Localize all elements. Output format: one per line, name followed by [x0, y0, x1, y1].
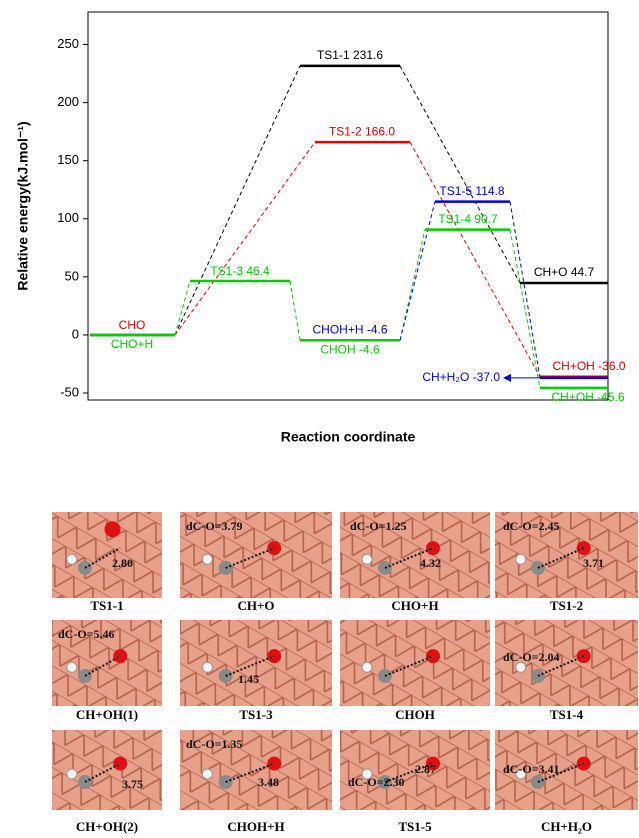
panel-caption: CHO+H: [391, 598, 438, 613]
atom-h: [202, 769, 212, 779]
panel-caption: TS1-4: [550, 707, 584, 722]
level-label: TS1-3 46.4: [210, 264, 270, 278]
y-tick-label: 200: [57, 94, 79, 109]
connector: [510, 230, 540, 388]
x-axis-title: Reaction coordinate: [281, 429, 416, 445]
distance-label: dC-O=3.41: [503, 762, 560, 776]
atom-h: [67, 554, 77, 564]
level-label: TS1-5 114.8: [439, 184, 504, 198]
distance-label: 3.75: [122, 777, 143, 791]
connector: [400, 66, 520, 283]
panel-caption: TS1-2: [550, 598, 583, 613]
panel-caption: CHOH: [395, 707, 435, 722]
distance-label: dC-O=2.30: [348, 775, 405, 789]
y-tick-label: 100: [57, 210, 79, 225]
distance-label: 2.80: [112, 556, 133, 570]
level-label: CHO: [119, 318, 146, 332]
level-label: TS1-1 231.6: [317, 48, 383, 62]
distance-label: dC-O=1.25: [350, 519, 407, 533]
atom-h: [202, 662, 212, 672]
y-tick-label: 0: [72, 326, 79, 341]
atom-h: [67, 769, 77, 779]
atom-h: [516, 662, 526, 672]
panel-caption: TS1-3: [239, 707, 273, 722]
atom-h: [202, 554, 212, 564]
atom-h: [516, 554, 526, 564]
connector: [175, 142, 315, 335]
distance-label: 3.71: [583, 556, 604, 570]
panel-caption: TS1-1: [90, 598, 123, 613]
distance-label: dC-O=3.79: [186, 519, 243, 533]
panel-caption: CH+OH(2): [76, 819, 138, 834]
atom-o: [105, 521, 121, 537]
panel-caption: CHOH+H: [227, 819, 284, 834]
figure: Reaction coordinate Relative energy(kJ.m…: [0, 0, 639, 838]
y-axis-title: Relative energy(kJ.mol⁻¹): [15, 121, 31, 290]
atom-h: [67, 662, 77, 672]
distance-label: 1.45: [238, 672, 259, 686]
level-label: TS1-4 90.7: [438, 212, 498, 226]
distance-label: 3.48: [258, 775, 279, 789]
structure-panels: TS1-1 2.80 CH+O dC-O=3.79 CHO+H dC-O=1.25 4.32…: [52, 512, 638, 834]
connector: [175, 66, 300, 335]
y-tick-label: 50: [65, 268, 79, 283]
level-label: TS1-2 166.0: [329, 124, 395, 138]
distance-label: dC-O=2.45: [503, 519, 560, 533]
y-tick-label: 150: [57, 152, 79, 167]
level-label: CH+H₂O -37.0: [422, 370, 500, 384]
panel-caption: CH+H₂O: [541, 819, 592, 834]
connector: [400, 202, 435, 341]
connector: [410, 142, 540, 377]
y-tick-label: 250: [57, 36, 79, 51]
distance-label: 2.87: [415, 762, 436, 776]
panel-caption: CH+O: [237, 598, 274, 613]
level-label: CH+O 44.7: [534, 265, 595, 279]
distance-label: 4.32: [420, 556, 441, 570]
distance-label: dC-O=1.35: [186, 737, 243, 751]
level-label: CHOH+H -4.6: [312, 322, 387, 336]
atom-h: [362, 662, 372, 672]
level-label: CHO+H: [111, 337, 153, 351]
level-label: CH+OH -36.0: [552, 359, 625, 373]
connector: [510, 202, 540, 378]
y-tick-label: -50: [60, 384, 79, 399]
panel-caption: TS1-5: [398, 819, 432, 834]
panel-caption: CH+OH(1): [76, 707, 138, 722]
connector: [290, 281, 300, 340]
atom-h: [362, 554, 372, 564]
distance-label: dC-O=2.04: [503, 650, 560, 664]
level-label: CHOH -4.6: [320, 342, 380, 356]
distance-label: dC-O=5.46: [58, 627, 115, 641]
level-label: CH+OH -45.6: [551, 390, 624, 404]
